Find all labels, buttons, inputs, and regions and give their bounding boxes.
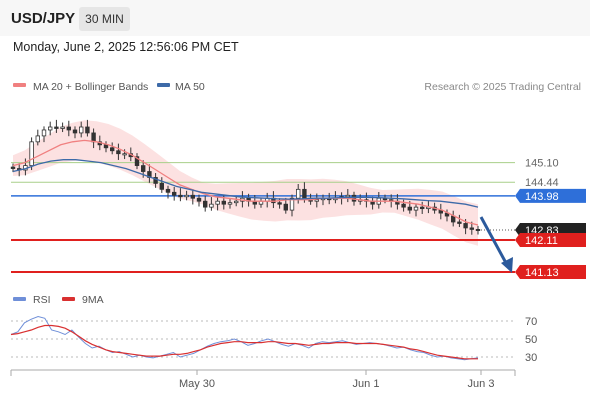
timeframe-button[interactable]: 30 MIN	[79, 7, 130, 31]
rsi-legend-swatch	[13, 297, 26, 301]
candle-body	[10, 166, 16, 169]
candle-body	[407, 206, 412, 211]
candle-body	[277, 202, 282, 205]
candle-body	[413, 206, 419, 211]
candle-body	[110, 147, 115, 152]
support-tag-2	[515, 265, 586, 279]
support-label-1: 142.11	[525, 235, 558, 247]
candle-body	[469, 227, 474, 230]
forecast-arrow-head	[501, 257, 513, 273]
x-tick-label: May 30	[179, 378, 215, 390]
candle-body	[60, 126, 65, 129]
forecast-arrow	[479, 216, 513, 273]
candle-body	[91, 132, 96, 143]
candle-body	[122, 153, 127, 156]
candle-body	[302, 188, 307, 199]
pivot-label: 143.98	[525, 191, 559, 203]
candle-body	[153, 177, 158, 184]
candle-body	[457, 221, 462, 224]
candle-body	[190, 194, 195, 199]
candle-body	[178, 194, 183, 198]
x-axis-ticks: May 30 Jun 1 Jun 3	[179, 370, 495, 390]
ma20-legend-swatch	[13, 83, 26, 87]
bollinger-band-area	[13, 120, 478, 246]
candle-body	[351, 194, 357, 202]
datetime-label: Monday, June 2, 2025 12:56:06 PM CET	[13, 40, 239, 54]
resistance-label-1: 145.10	[525, 158, 559, 170]
candle-body	[215, 200, 220, 205]
candle-body	[165, 188, 171, 193]
candle-body	[41, 129, 47, 137]
candle-body	[184, 194, 189, 198]
candle-body	[66, 126, 71, 131]
candle-body	[401, 203, 406, 208]
rsi-ma-legend-swatch	[62, 297, 75, 301]
candle-body	[202, 200, 208, 208]
rsi-tick-30: 30	[525, 352, 537, 364]
candle-body	[171, 191, 177, 196]
rsi-ma-line	[10, 324, 478, 360]
candle-body	[35, 135, 40, 143]
rsi-tick-50: 50	[525, 334, 537, 346]
candle-body	[314, 199, 319, 202]
candle-body	[85, 126, 90, 134]
resistance-label-2: 144.44	[525, 177, 559, 189]
candle-body	[134, 156, 140, 166]
rsi-tick-70: 70	[525, 316, 537, 328]
moving-averages	[12, 139, 479, 226]
ma20-legend-label: MA 20 + Bollinger Bands	[33, 81, 148, 93]
candle-body	[221, 200, 226, 205]
pivot-tag	[515, 188, 586, 203]
candle-body	[450, 215, 456, 223]
candle-body	[227, 202, 233, 205]
candle-body	[475, 229, 481, 232]
ma50-line	[12, 159, 479, 208]
rsi-ma-legend-label: 9MA	[82, 294, 104, 306]
ma50-legend-swatch	[157, 83, 170, 87]
currency-pair-title: USD/JPY	[11, 10, 76, 27]
candle-body	[295, 188, 301, 199]
x-tick-label: Jun 1	[353, 378, 380, 390]
candle-body	[209, 203, 214, 208]
candle-body	[116, 150, 121, 155]
rsi-panel: 70 50 30	[10, 315, 537, 364]
candle-body	[345, 194, 350, 198]
rsi-line	[10, 315, 479, 361]
forecast-arrow-shaft	[479, 216, 508, 264]
rsi-legend-label: RSI	[33, 294, 51, 306]
x-tick-label: Jun 3	[468, 378, 495, 390]
bollinger-band-fill	[13, 120, 478, 246]
support-label-2: 141.13	[525, 267, 559, 279]
candle-body	[29, 141, 34, 166]
ma20-line	[12, 139, 479, 226]
candle-body	[283, 203, 288, 211]
ma50-legend-label: MA 50	[175, 81, 205, 93]
support-tag-1	[515, 233, 586, 247]
credit-label: Research © 2025 Trading Central	[424, 81, 581, 93]
candle-body	[79, 126, 84, 134]
candle-body	[196, 197, 202, 202]
candle-body	[72, 129, 78, 134]
candle-body	[48, 126, 53, 131]
candle-body	[463, 223, 468, 229]
candle-body	[233, 200, 239, 204]
candle-body	[103, 144, 109, 149]
candle-body	[419, 206, 425, 210]
candle-body	[159, 182, 164, 190]
candle-body	[289, 197, 295, 211]
candle-body	[54, 126, 59, 129]
candle-body	[140, 165, 146, 172]
